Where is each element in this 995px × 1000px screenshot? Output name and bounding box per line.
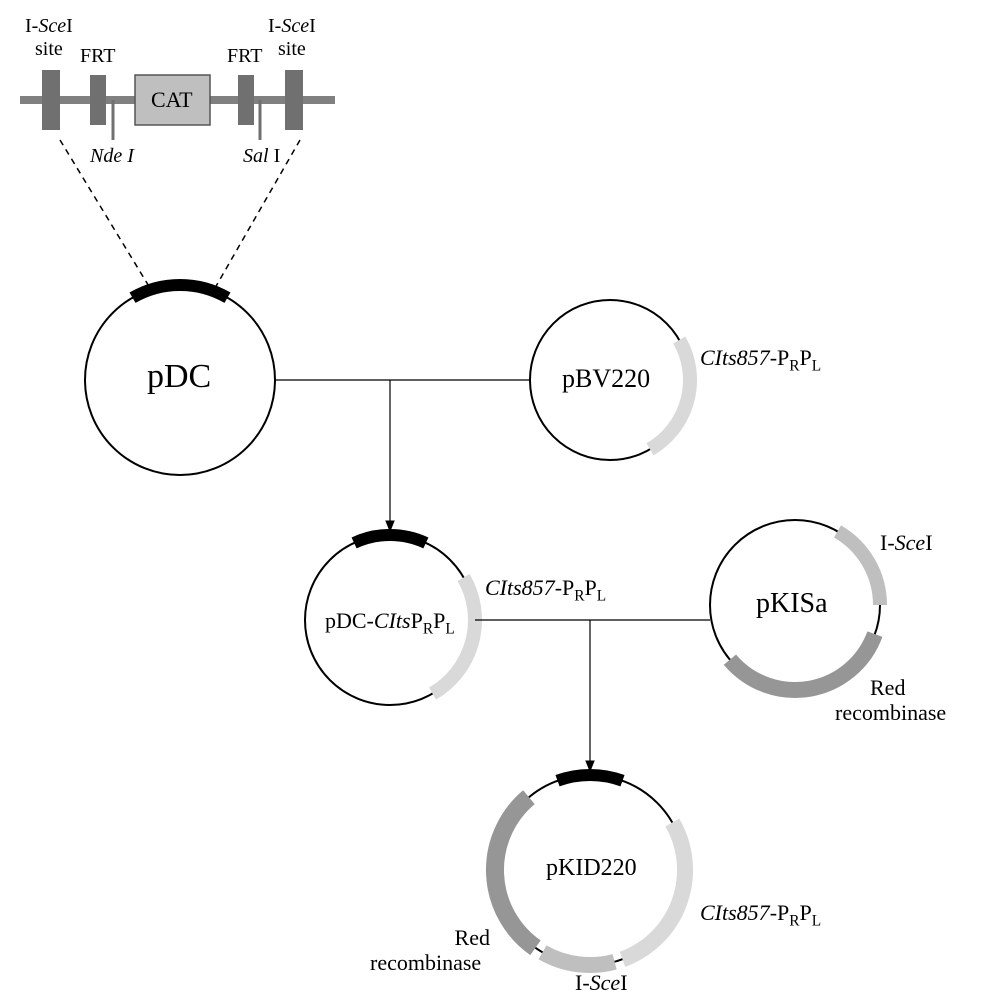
pDC-label: pDC [147,358,211,396]
pKISa-isce-label: I-SceI [880,530,933,556]
frt-left: FRT [80,45,115,68]
isce-left-bottom: site [35,38,63,61]
pKID220-cits-label: CIts857-PRPL [700,900,821,930]
pKISa-label: pKISa [756,588,828,620]
isce-right-bottom: site [278,38,306,61]
pBV220-label: pBV220 [562,364,650,394]
frt-right: FRT [227,45,262,68]
isce-left-top: I-SceI [25,15,73,38]
pDC-CIts-label: pDC-CItsPRPL [325,608,455,638]
pKID220-isce-label: I-SceI [575,970,628,996]
pKID220-label: pKID220 [546,855,637,882]
pKISa-red2: recombinase [835,700,946,726]
isce-right-top: I-SceI [268,15,316,38]
pBV220-side-label: CIts857-PRPL [700,345,821,375]
pKID220-red2: recombinase [370,950,481,976]
pKISa-red1: Red [870,675,905,701]
nde-label: Nde I [90,145,134,168]
pDCCIts-side-label: CIts857-PRPL [485,575,606,605]
pKID220-red1: Red [430,925,490,951]
sal-label: Sal I [243,145,280,168]
cat-label: CAT [151,87,193,113]
